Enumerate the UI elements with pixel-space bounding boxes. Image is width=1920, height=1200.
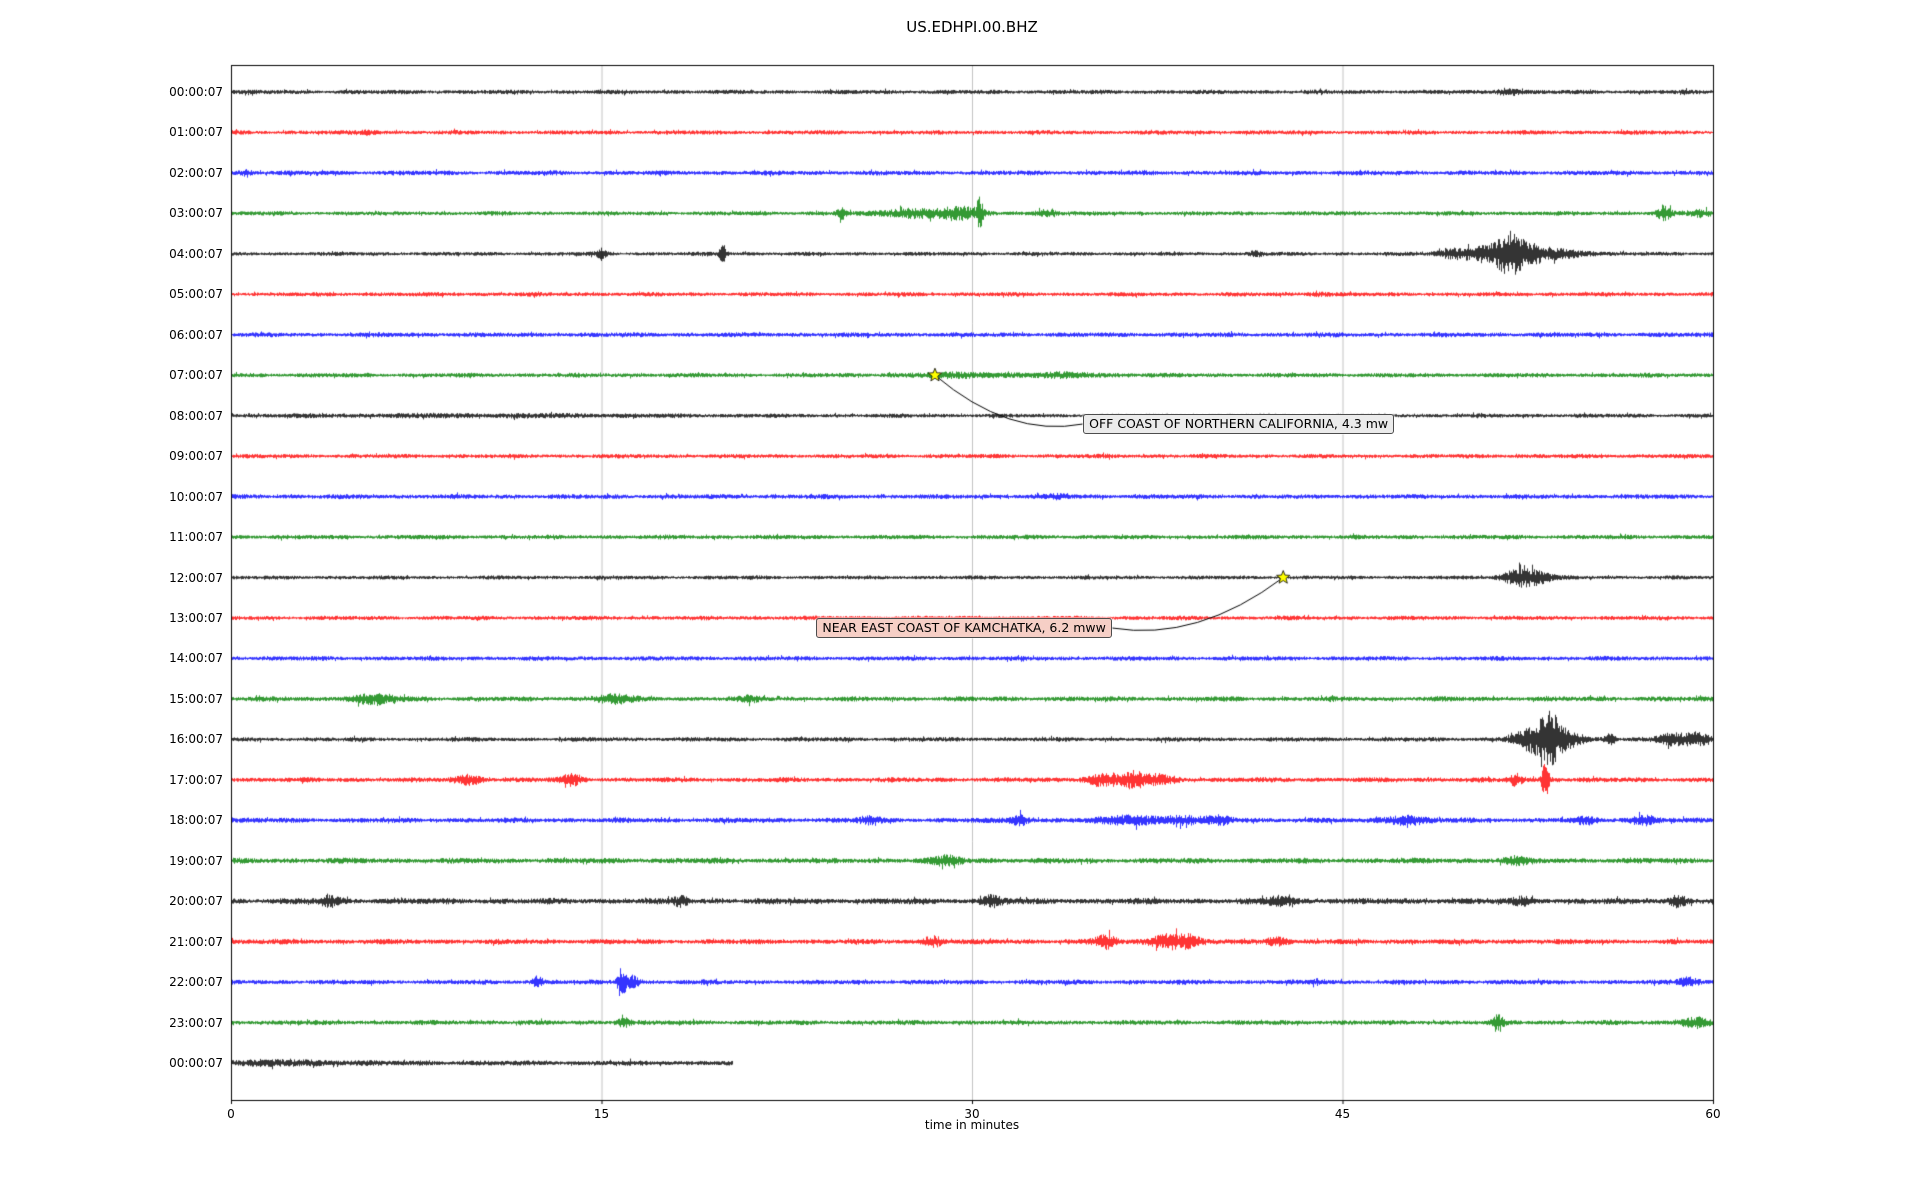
row-label: 00:00:07 <box>169 1056 223 1071</box>
x-tick-label: 60 <box>1705 1107 1721 1121</box>
row-label: 00:00:07 <box>169 85 223 99</box>
row-label: 16:00:07 <box>169 732 223 747</box>
row-label: 11:00:07 <box>169 530 223 545</box>
row-label: 21:00:07 <box>169 934 223 949</box>
event-annotation-kamchatka: NEAR EAST COAST OF KAMCHATKA, 6.2 mww <box>816 618 1112 639</box>
x-tick-label: 0 <box>227 1107 235 1121</box>
row-label: 12:00:07 <box>169 570 223 585</box>
row-label: 01:00:07 <box>169 125 223 140</box>
row-label: 07:00:07 <box>169 368 223 383</box>
row-label: 04:00:07 <box>169 246 223 261</box>
x-tick-label: 30 <box>964 1107 980 1121</box>
row-label: 08:00:07 <box>169 408 223 423</box>
row-label: 02:00:07 <box>169 165 223 180</box>
x-tick-label: 15 <box>593 1107 610 1121</box>
row-label: 14:00:07 <box>169 651 223 666</box>
row-label: 10:00:07 <box>169 489 223 504</box>
row-label: 15:00:07 <box>169 691 223 706</box>
x-tick-label: 45 <box>1334 1107 1351 1121</box>
event-annotation-california: OFF COAST OF NORTHERN CALIFORNIA, 4.3 mw <box>1083 413 1395 434</box>
row-label: 19:00:07 <box>169 853 223 868</box>
row-label: 05:00:07 <box>169 287 223 302</box>
row-label: 13:00:07 <box>169 610 223 625</box>
row-label: 23:00:07 <box>169 1015 223 1030</box>
row-label: 22:00:07 <box>169 975 223 990</box>
x-axis-label: time in minutes <box>924 1118 1020 1132</box>
row-label: 09:00:07 <box>169 449 223 464</box>
row-label: 18:00:07 <box>169 813 223 828</box>
row-label: 03:00:07 <box>169 206 223 221</box>
row-label: 06:00:07 <box>169 327 223 342</box>
chart-title: US.EDHPI.00.BHZ <box>906 18 1038 36</box>
row-label: 17:00:07 <box>169 772 223 787</box>
row-label: 20:00:07 <box>169 894 223 909</box>
